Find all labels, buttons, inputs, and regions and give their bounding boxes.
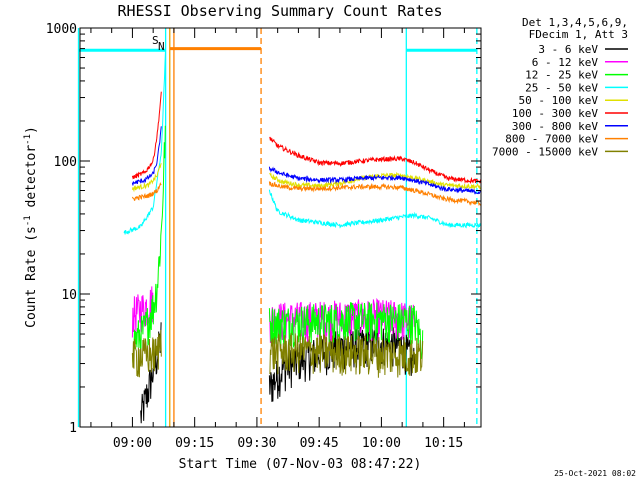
- x-tick-label-5: 10:15: [424, 436, 463, 451]
- series-line-2-seg-1: [131, 125, 166, 363]
- y-axis-label: Count Rate (s-1 detector-1): [23, 126, 39, 328]
- annotation-s: S: [152, 34, 159, 47]
- plot-frame: [79, 27, 482, 428]
- legend-label-6: 300 - 800 keV: [512, 120, 598, 133]
- y-label-part-2: detector: [24, 145, 39, 216]
- x-tick-label-4: 10:00: [362, 436, 401, 451]
- flag-bars: [78, 47, 477, 52]
- series-line-5-seg-1: [131, 91, 162, 180]
- annotation-n: N: [158, 40, 165, 53]
- series-line-7-seg-2: [268, 181, 481, 207]
- y-tick-label-0: 1: [69, 421, 77, 436]
- y-tick-label-2: 100: [54, 155, 77, 170]
- series-line-4-seg-1: [131, 163, 162, 193]
- x-tick-label-1: 09:15: [175, 436, 214, 451]
- x-tick-label-2: 09:30: [237, 436, 276, 451]
- x-axis: 09:00 09:15 09:30 09:45 10:00 10:15: [90, 28, 465, 451]
- event-markers: [77, 28, 478, 427]
- series-line-5-seg-2: [269, 136, 481, 184]
- legend-label-7: 800 - 7000 keV: [505, 133, 598, 146]
- legend-label-2: 12 - 25 keV: [525, 69, 598, 82]
- y-label-sup-1: -1: [23, 215, 33, 226]
- series-line-8-seg-2: [269, 332, 424, 378]
- y-label-part-1: Count Rate (s: [24, 226, 39, 328]
- y-tick-label-3: 1000: [46, 22, 77, 37]
- y-tick-label-1: 10: [61, 288, 77, 303]
- x-axis-label: Start Time (07-Nov-03 08:47:22): [179, 457, 422, 472]
- legend-header-line-2: FDecim 1, Att 3: [529, 28, 628, 41]
- legend-label-3: 25 - 50 keV: [525, 81, 598, 94]
- series-lines: [123, 51, 481, 424]
- series-line-7-seg-1: [131, 182, 162, 201]
- series-line-3-seg-2: [268, 189, 481, 229]
- series-line-8-seg-1: [131, 329, 162, 378]
- legend-label-5: 100 - 300 keV: [512, 107, 598, 120]
- series-line-6-seg-2: [268, 166, 481, 195]
- legend-label-8: 7000 - 15000 keV: [492, 145, 598, 158]
- x-tick-label-3: 09:45: [300, 436, 339, 451]
- legend-header-line-1: Det 1,3,4,5,6,9,: [522, 16, 628, 29]
- chart-title: RHESSI Observing Summary Count Rates: [117, 2, 442, 20]
- legend-label-1: 6 - 12 keV: [532, 56, 599, 69]
- legend-label-4: 50 - 100 keV: [519, 94, 599, 107]
- y-label-sup-2: -1: [23, 134, 33, 145]
- y-axis: 1 10 100 1000: [46, 22, 481, 436]
- y-label-part-3: ): [24, 126, 39, 134]
- legend-label-0: 3 - 6 keV: [538, 43, 598, 56]
- x-tick-label-0: 09:00: [113, 436, 152, 451]
- series-line-6-seg-1: [131, 126, 162, 186]
- footer-date: 25-Oct-2021 08:02: [554, 469, 636, 478]
